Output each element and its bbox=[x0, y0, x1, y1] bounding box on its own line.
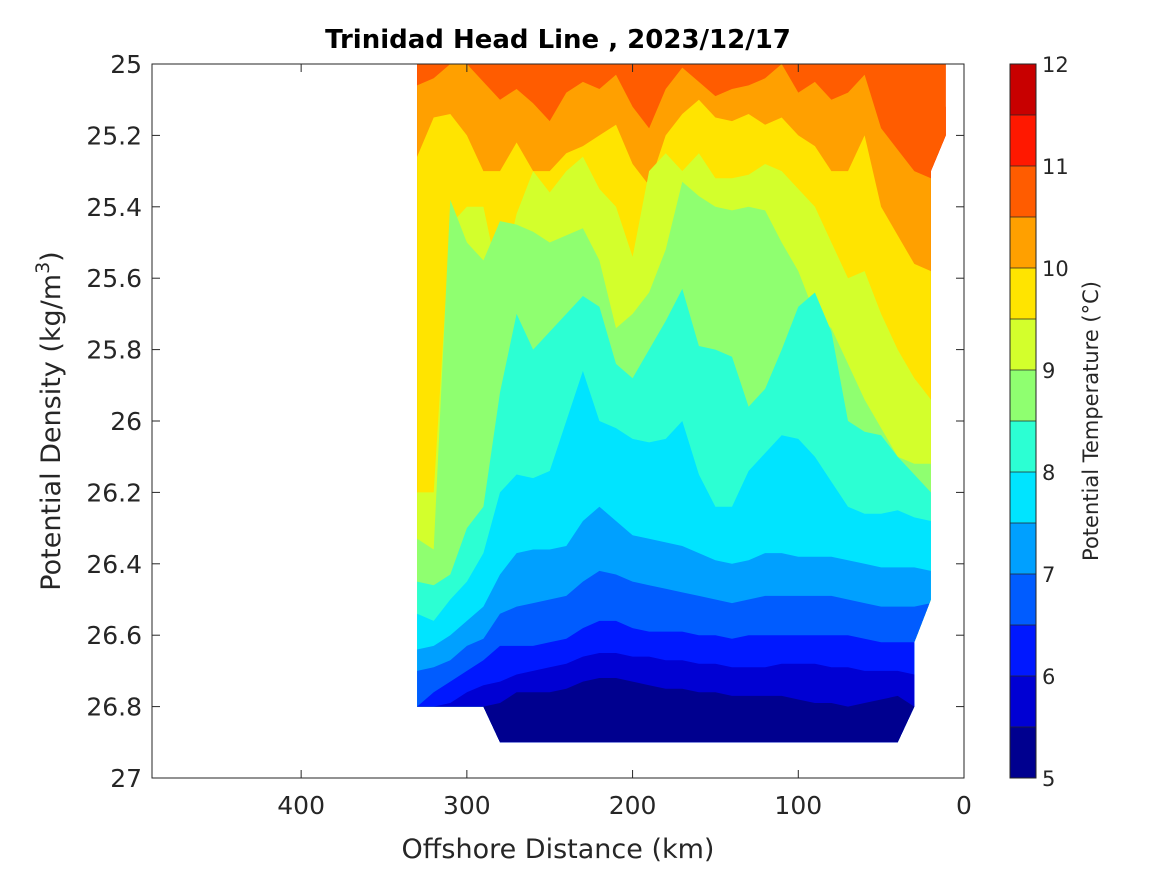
colorbar-segment bbox=[1010, 115, 1036, 166]
y-tick-label: 26 bbox=[110, 407, 142, 436]
x-axis-label: Offshore Distance (km) bbox=[402, 834, 715, 865]
colorbar: 5 6 7 8 9 10 11 12 bbox=[1009, 53, 1069, 791]
colorbar-segment bbox=[1010, 421, 1036, 472]
colorbar-segment bbox=[1010, 217, 1036, 268]
y-tick-label: 27 bbox=[110, 764, 142, 793]
y-axis-label-superscript: 3 bbox=[32, 262, 54, 274]
colorbar-segment bbox=[1010, 727, 1036, 778]
colorbar-segment bbox=[1010, 472, 1036, 523]
colorbar-tick-label: 9 bbox=[1042, 359, 1055, 383]
x-axis-ticks: 400 300 200 100 0 bbox=[277, 64, 972, 820]
y-axis-ticks: 25 25.2 25.4 25.6 25.8 26 26.2 26.4 26.6 26.8 27 bbox=[86, 50, 964, 793]
colorbar-segment bbox=[1010, 523, 1036, 574]
y-tick-label: 25.6 bbox=[86, 264, 142, 293]
colorbar-segment bbox=[1010, 64, 1036, 115]
colorbar-segment bbox=[1010, 574, 1036, 625]
colorbar-label: Potential Temperature (°C) bbox=[1079, 281, 1103, 561]
x-tick-label: 0 bbox=[956, 791, 972, 820]
colorbar-segment bbox=[1010, 268, 1036, 319]
x-tick-label: 300 bbox=[443, 791, 491, 820]
colorbar-segment bbox=[1010, 625, 1036, 676]
y-axis-label-main: Potential Density (kg/m bbox=[36, 274, 67, 591]
x-tick-label: 100 bbox=[774, 791, 822, 820]
colorbar-tick-label: 10 bbox=[1042, 257, 1069, 281]
y-tick-label: 26.6 bbox=[86, 621, 142, 650]
colorbar-tick-label: 8 bbox=[1042, 461, 1055, 485]
y-tick-label: 25.2 bbox=[86, 121, 142, 150]
colorbar-tick-label: 5 bbox=[1042, 767, 1055, 791]
colorbar-tick-label: 12 bbox=[1042, 53, 1069, 77]
y-tick-label: 26.2 bbox=[86, 478, 142, 507]
colorbar-tick-label: 6 bbox=[1042, 665, 1055, 689]
y-tick-label: 25 bbox=[110, 50, 142, 79]
y-axis-label-close: ) bbox=[36, 251, 67, 262]
y-axis-label: Potential Density (kg/m3) bbox=[32, 251, 67, 590]
y-tick-label: 25.8 bbox=[86, 336, 142, 365]
y-tick-label: 25.4 bbox=[86, 193, 142, 222]
x-tick-label: 200 bbox=[609, 791, 657, 820]
colorbar-frame bbox=[1009, 63, 1037, 779]
contour-fill-group bbox=[417, 64, 946, 743]
y-tick-label: 26.8 bbox=[86, 693, 142, 722]
chart-title: Trinidad Head Line , 2023/12/17 bbox=[325, 25, 791, 55]
colorbar-segment bbox=[1010, 370, 1036, 421]
colorbar-tick-label: 11 bbox=[1042, 155, 1069, 179]
colorbar-segment bbox=[1010, 319, 1036, 370]
colorbar-segment bbox=[1010, 676, 1036, 727]
contour-domain-group bbox=[417, 64, 946, 743]
x-tick-label: 400 bbox=[277, 791, 325, 820]
colorbar-tick-label: 7 bbox=[1042, 563, 1055, 587]
y-tick-label: 26.4 bbox=[86, 550, 142, 579]
contour-band bbox=[417, 678, 946, 743]
colorbar-segment bbox=[1010, 166, 1036, 217]
